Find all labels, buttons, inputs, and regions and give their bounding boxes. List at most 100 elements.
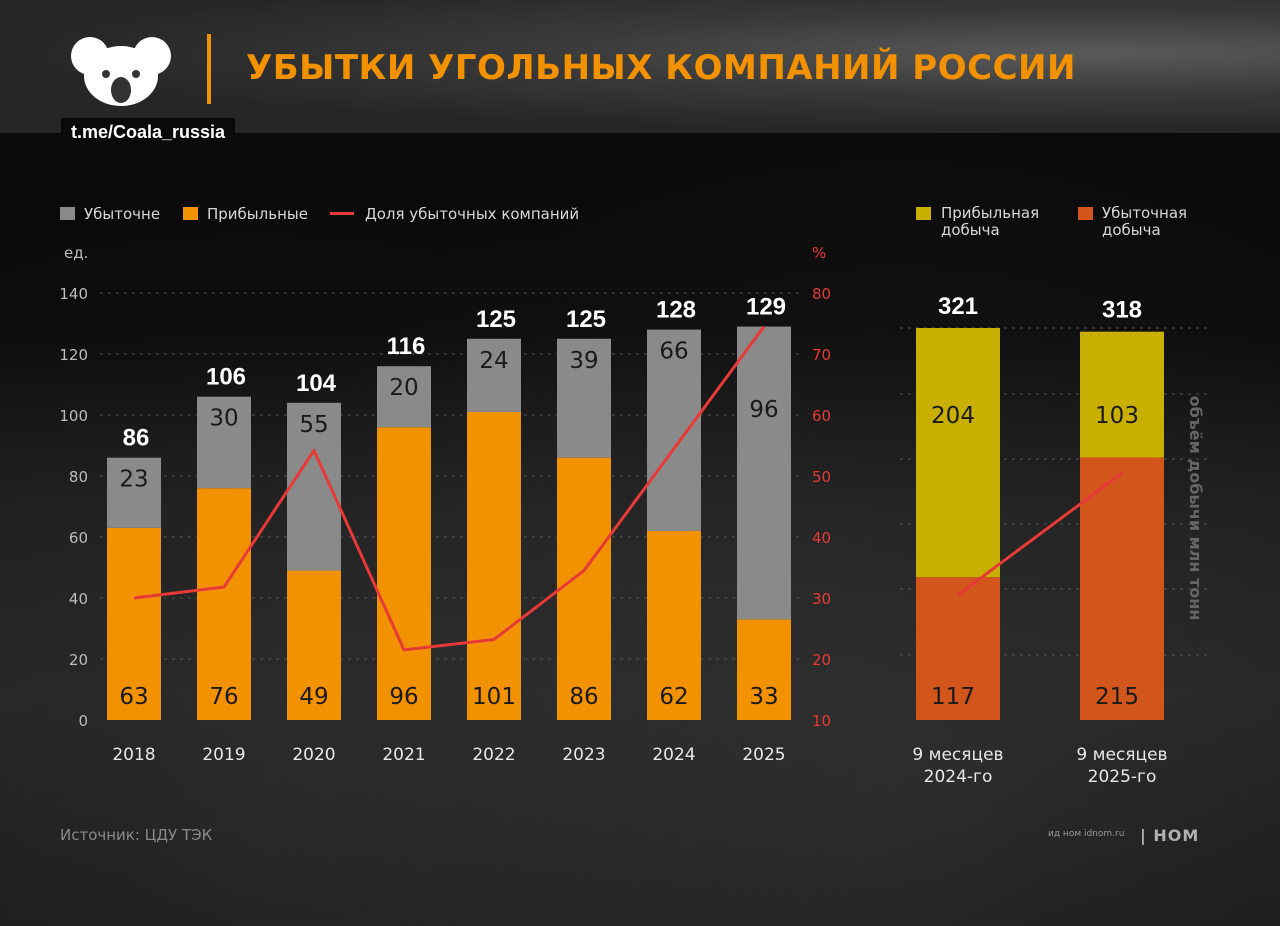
bar-profitable: [737, 619, 791, 720]
bar-unprofitable: [737, 326, 791, 620]
source-note: Источник: ЦДУ ТЭК: [60, 826, 213, 844]
legend-item-share-line: Доля убыточных компаний: [330, 205, 579, 223]
bar-profitable: [647, 530, 701, 720]
y-tick-label: 0: [78, 712, 88, 730]
data-label-unprofitable: 23: [119, 467, 148, 493]
data-label-unprofitable: 24: [479, 348, 508, 374]
bar-profitable: [467, 411, 521, 720]
legend-label-share-line: Доля убыточных компаний: [365, 205, 580, 223]
bar-profitable: [377, 427, 431, 720]
legend-label-profitable: Прибыльные: [207, 205, 308, 223]
telegram-handle[interactable]: t.me/Coala_russia: [61, 118, 236, 148]
page-title: УБЫТКИ УГОЛЬНЫХ КОМПАНИЙ РОССИИ: [246, 48, 1076, 88]
bar-unprofitable: [467, 338, 521, 412]
brand-logo: | НОМ: [1140, 826, 1200, 845]
data-label-total: 116: [387, 333, 426, 360]
x-tick-label-right: 2024-го: [924, 767, 993, 787]
data-label-unprofitable: 30: [209, 406, 238, 432]
x-tick-label: 2020: [292, 745, 335, 765]
data-label-unprofitable: 55: [299, 412, 328, 438]
x-tick-label: 2018: [112, 745, 155, 765]
data-label-profitable: 76: [209, 684, 238, 710]
x-tick-label-right: 2025-го: [1088, 767, 1157, 787]
data-label-unprofitable: 39: [569, 348, 598, 374]
bar-unprofitable: [197, 396, 251, 489]
legend-label-unprofitable-output: Убыточная добыча: [1102, 204, 1188, 239]
legend-swatch-share-line: [330, 212, 354, 215]
data-label-profitable-output: 204: [931, 403, 975, 429]
data-label-profitable: 62: [659, 684, 688, 710]
bar-unprofitable: [107, 457, 161, 528]
x-tick-label: 2021: [382, 745, 425, 765]
legend-swatch-unprofitable-output: [1078, 207, 1093, 220]
data-label-profitable: 49: [299, 684, 328, 710]
x-tick-label-right: 9 месяцев: [1076, 745, 1167, 765]
legend-swatch-profitable-output: [916, 207, 931, 220]
data-label-total-output: 318: [1102, 297, 1142, 324]
y-tick-label: 120: [59, 346, 88, 364]
bar-profitable: [107, 527, 161, 720]
bar-profitable-output: [1080, 331, 1164, 458]
bar-profitable: [287, 570, 341, 720]
y-tick-label: 140: [59, 285, 88, 303]
y-right-tick-label: 80: [812, 285, 831, 303]
data-label-total: 125: [476, 306, 516, 333]
y-right-tick-label: 20: [812, 651, 831, 669]
y-right-tick-label: 70: [812, 346, 831, 364]
bar-profitable-output: [916, 328, 1000, 578]
data-label-total: 106: [206, 364, 246, 391]
y-axis-unit: ед.: [64, 244, 88, 262]
data-label-unprofitable: 20: [389, 375, 418, 401]
legend-swatch-unprofitable: [60, 207, 75, 220]
y-tick-label: 100: [59, 407, 88, 425]
y-tick-label: 40: [69, 590, 88, 608]
y-tick-label: 20: [69, 651, 88, 669]
data-label-unprofitable-output: 215: [1095, 684, 1139, 710]
share-line-output: [957, 471, 1123, 597]
x-tick-label: 2025: [742, 745, 785, 765]
data-label-profitable: 33: [749, 684, 778, 710]
y-right-tick-label: 30: [812, 590, 831, 608]
y-right-tick-label: 50: [812, 468, 831, 486]
data-label-profitable: 86: [569, 684, 598, 710]
title-divider: [207, 34, 211, 104]
x-tick-label-right: 9 месяцев: [912, 745, 1003, 765]
legend-label-profitable-output: Прибыльная добыча: [941, 204, 1040, 239]
bar-unprofitable: [647, 329, 701, 531]
data-label-total: 125: [566, 306, 606, 333]
bar-unprofitable: [557, 338, 611, 458]
legend-swatch-profitable: [183, 207, 198, 220]
x-tick-label: 2023: [562, 745, 605, 765]
x-tick-label: 2024: [652, 745, 695, 765]
data-label-total: 104: [296, 370, 337, 397]
data-label-total: 129: [746, 294, 786, 321]
y-axis-label-right: объём добычи млн тонн: [1186, 396, 1205, 621]
y-right-tick-label: 40: [812, 529, 831, 547]
data-label-total: 128: [656, 297, 696, 324]
legend-label-unprofitable: Убыточне: [84, 205, 161, 223]
bar-unprofitable-output: [916, 577, 1000, 720]
data-label-total-output: 321: [938, 293, 978, 320]
data-label-profitable: 101: [472, 684, 516, 710]
legend-item-profitable-output: [916, 205, 940, 223]
share-line: [133, 325, 766, 652]
x-tick-label: 2022: [472, 745, 515, 765]
bar-profitable: [197, 488, 251, 720]
bar-unprofitable-output: [1080, 457, 1164, 720]
credit-text: ид ном idnom.ru: [1048, 829, 1125, 839]
y-tick-label: 80: [69, 468, 88, 486]
data-label-unprofitable-output: 117: [931, 684, 975, 710]
data-label-total: 86: [123, 425, 150, 452]
y-tick-label: 60: [69, 529, 88, 547]
y-right-tick-label: 10: [812, 712, 831, 730]
data-label-profitable: 96: [389, 684, 418, 710]
bar-profitable: [557, 457, 611, 720]
data-label-unprofitable: 66: [659, 339, 688, 365]
legend-item-unprofitable: Убыточне: [60, 205, 160, 223]
y-right-axis-unit: %: [812, 244, 826, 262]
x-tick-label: 2019: [202, 745, 245, 765]
koala-icon: [71, 37, 171, 106]
data-label-profitable: 63: [119, 684, 148, 710]
